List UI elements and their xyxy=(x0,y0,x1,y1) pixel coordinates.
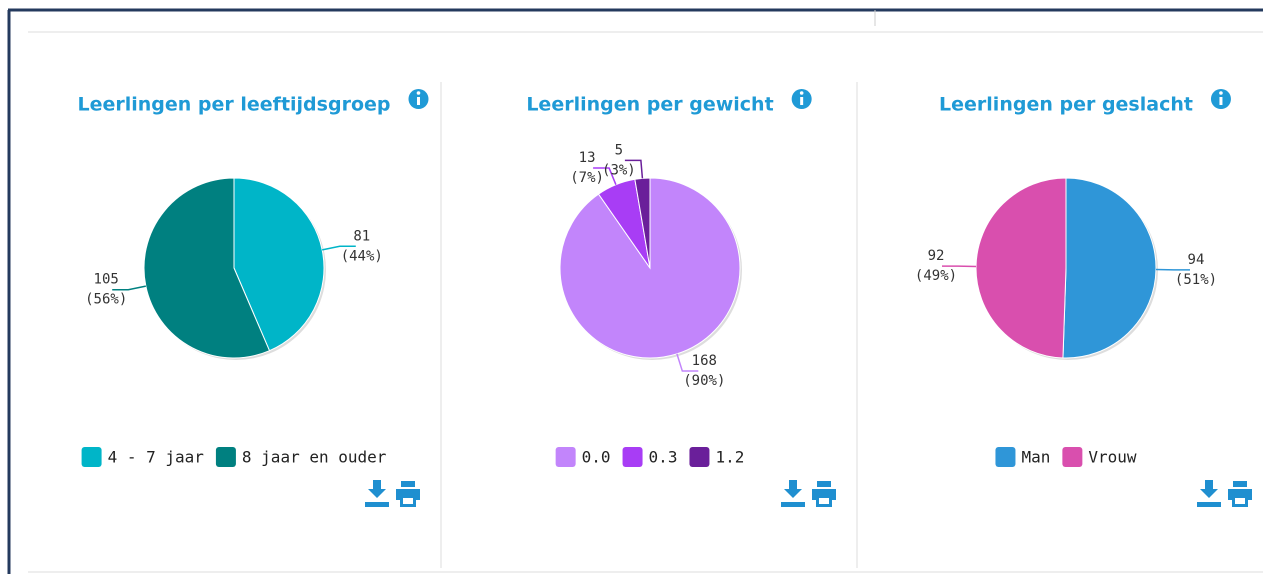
info-icon-dot xyxy=(1219,91,1223,95)
chart-title: Leerlingen per leeftijdsgroep xyxy=(78,94,391,116)
pie-slice xyxy=(634,177,651,269)
legend-swatch xyxy=(995,447,1016,467)
legend-label: Vrouw xyxy=(1088,448,1137,467)
print-icon[interactable] xyxy=(1228,481,1252,507)
print-icon[interactable] xyxy=(812,481,836,507)
chart-title: Leerlingen per gewicht xyxy=(526,94,773,116)
data-label-percent: (56%) xyxy=(85,292,127,308)
info-icon-glyph xyxy=(416,97,420,105)
data-label: 81 xyxy=(353,228,370,244)
pie-slice xyxy=(143,177,271,359)
chart-title: Leerlingen per geslacht xyxy=(939,94,1193,116)
download-icon[interactable] xyxy=(781,480,805,507)
label-connector xyxy=(322,245,356,251)
info-icon-glyph xyxy=(800,97,804,105)
data-label: 168 xyxy=(692,353,717,369)
data-label-percent: (49%) xyxy=(915,268,957,284)
legend-swatch xyxy=(622,447,643,467)
legend-swatch xyxy=(1062,447,1083,467)
data-label-percent: (44%) xyxy=(341,248,383,264)
print-icon[interactable] xyxy=(396,481,420,507)
legend-swatch xyxy=(555,447,576,467)
data-label-percent: (3%) xyxy=(602,162,636,178)
info-icon-dot xyxy=(416,91,421,95)
label-connector xyxy=(624,159,644,179)
data-label: 92 xyxy=(928,248,945,264)
data-label: 105 xyxy=(94,272,119,288)
data-label: 94 xyxy=(1188,252,1205,268)
download-icon[interactable] xyxy=(365,480,389,507)
info-icon-glyph xyxy=(1219,97,1223,105)
legend-label: 8 jaar en ouder xyxy=(242,448,387,467)
legend-swatch xyxy=(81,447,102,467)
pie-slice xyxy=(1062,177,1157,359)
legend-label: Man xyxy=(1021,448,1050,467)
legend-label: 0.0 xyxy=(582,448,611,467)
data-label: 5 xyxy=(615,142,623,158)
data-label-percent: (90%) xyxy=(683,373,725,389)
legend-label: 1.2 xyxy=(715,448,744,467)
data-label-percent: (51%) xyxy=(1175,272,1217,288)
label-connector xyxy=(112,285,146,291)
data-label: 13 xyxy=(579,150,596,166)
info-icon-dot xyxy=(799,91,804,95)
legend-label: 4 - 7 jaar xyxy=(108,448,205,467)
label-connector xyxy=(676,353,699,372)
download-icon[interactable] xyxy=(1197,480,1221,507)
legend-swatch xyxy=(689,447,710,467)
legend-swatch xyxy=(215,447,236,467)
label-connector xyxy=(593,167,617,185)
legend-label: 0.3 xyxy=(649,448,678,467)
pie-slice xyxy=(233,177,325,352)
data-label-percent: (7%) xyxy=(570,170,604,186)
